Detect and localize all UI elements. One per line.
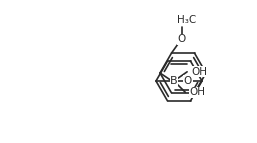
Text: B: B [170, 76, 178, 86]
Text: OH: OH [189, 87, 205, 97]
Text: OH: OH [191, 67, 207, 77]
Text: O: O [184, 76, 192, 86]
Text: O: O [177, 34, 186, 44]
Text: H₃C: H₃C [178, 15, 197, 25]
